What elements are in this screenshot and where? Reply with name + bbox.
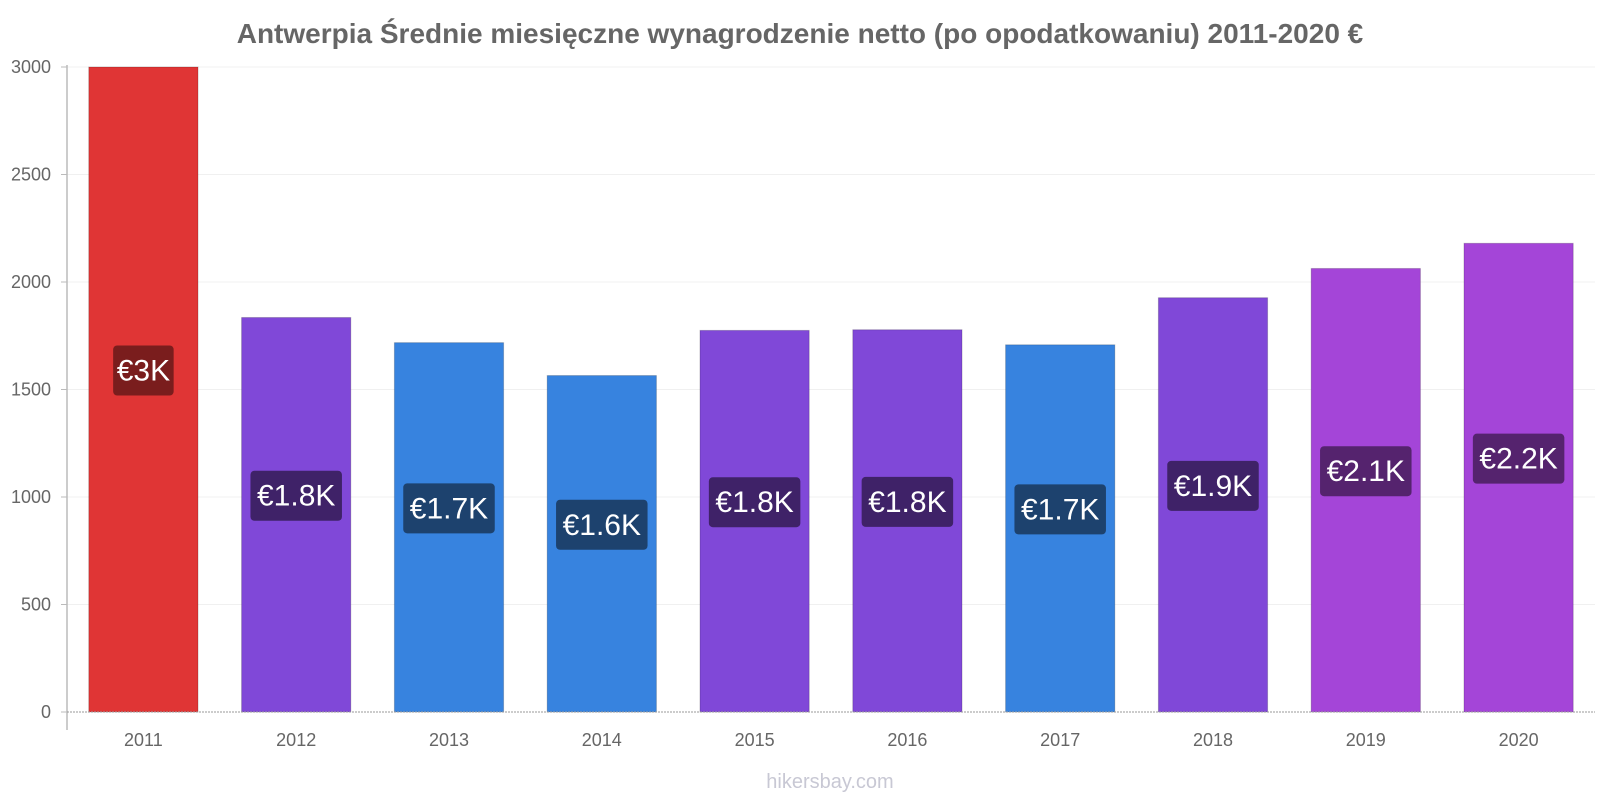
- y-tick-label: 3000: [11, 57, 51, 77]
- data-label-bg: [861, 476, 954, 527]
- data-label: €1.6K: [563, 509, 641, 542]
- x-tick-label: 2012: [276, 730, 316, 750]
- data-label: €2.1K: [1327, 455, 1405, 488]
- data-label-bg: [1167, 460, 1259, 511]
- data-label: €3K: [117, 355, 170, 388]
- data-label-bg: [403, 483, 495, 534]
- x-axis-ticks: 2011 2012 2013 2014 2015 2016 2017 2018 2019 2020: [124, 730, 1539, 750]
- data-label-bg: [1014, 484, 1106, 535]
- data-label-bg: [556, 499, 648, 550]
- data-label: €1.8K: [257, 480, 335, 513]
- data-label: €1.8K: [715, 486, 793, 519]
- data-label-bg: [708, 477, 801, 528]
- data-label-bg: [1472, 433, 1565, 484]
- x-tick-label: 2016: [887, 730, 927, 750]
- y-tick-label: 1500: [11, 380, 51, 400]
- x-tick-label: 2013: [429, 730, 469, 750]
- y-tick-label: 0: [41, 702, 51, 722]
- x-tick-label: 2019: [1346, 730, 1386, 750]
- data-label: €2.2K: [1479, 443, 1557, 476]
- data-label-bg: [1320, 446, 1412, 497]
- y-tick-label: 500: [21, 595, 51, 615]
- x-tick-label: 2017: [1040, 730, 1080, 750]
- chart-title: Antwerpia Średnie miesięczne wynagrodzen…: [237, 18, 1364, 49]
- x-tick-label: 2020: [1499, 730, 1539, 750]
- y-tick-label: 1000: [11, 487, 51, 507]
- x-tick-label: 2014: [582, 730, 622, 750]
- data-label-bg: [250, 470, 342, 521]
- data-label: €1.8K: [868, 486, 946, 519]
- data-label-bg: [113, 345, 174, 396]
- y-tick-label: 2000: [11, 272, 51, 292]
- data-label: €1.7K: [410, 492, 488, 525]
- data-label: €1.7K: [1021, 493, 1099, 526]
- watermark: hikersbay.com: [766, 771, 893, 793]
- y-tick-label: 2500: [11, 165, 51, 185]
- x-tick-label: 2018: [1193, 730, 1233, 750]
- y-axis-ticks: 0 500 1000 1500 2000 2500 3000: [11, 57, 67, 722]
- data-labels: €3K €1.8K €1.7K €1.6K €1.8K €1.8K €1.7K €1.9K €2…: [113, 345, 1565, 550]
- x-tick-label: 2015: [735, 730, 775, 750]
- x-tick-label: 2011: [124, 730, 163, 750]
- data-label: €1.9K: [1174, 470, 1252, 503]
